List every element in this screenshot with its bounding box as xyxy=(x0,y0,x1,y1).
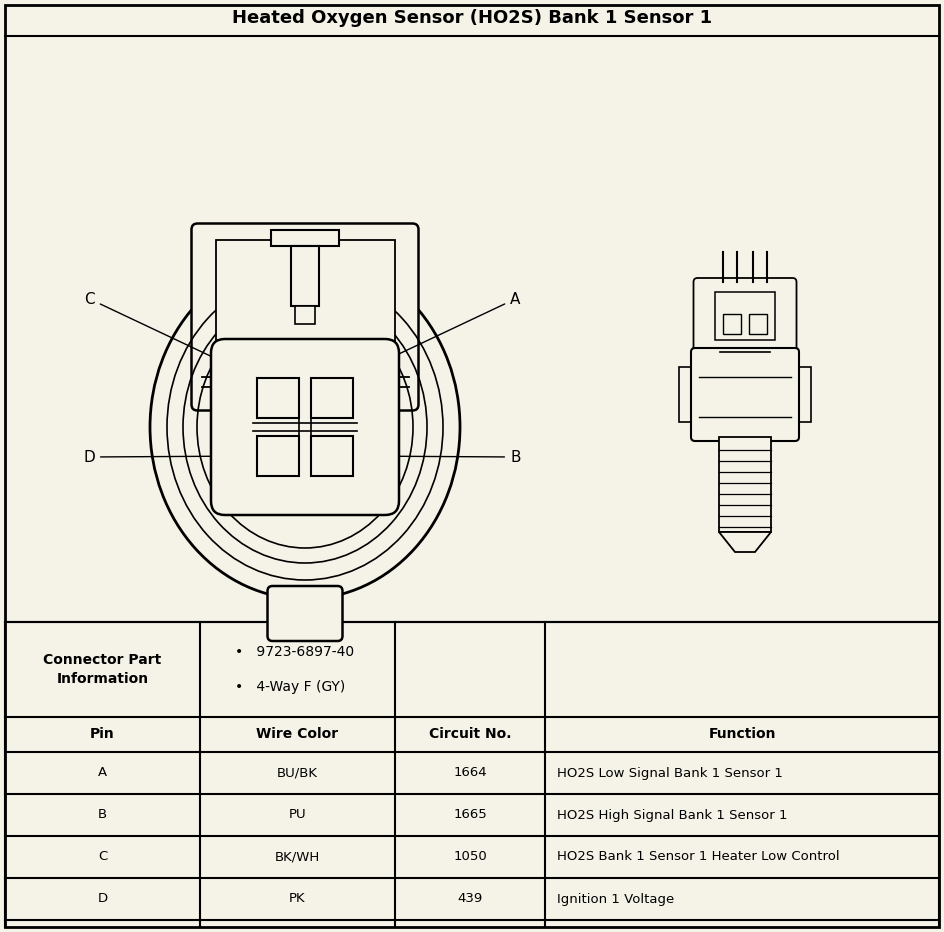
Text: 1665: 1665 xyxy=(453,808,487,821)
Bar xyxy=(715,292,775,340)
Text: BK/WH: BK/WH xyxy=(275,851,320,864)
Polygon shape xyxy=(719,532,771,552)
Text: BU/BK: BU/BK xyxy=(277,766,318,779)
Ellipse shape xyxy=(150,255,460,599)
Text: 1050: 1050 xyxy=(453,851,487,864)
Text: HO2S High Signal Bank 1 Sensor 1: HO2S High Signal Bank 1 Sensor 1 xyxy=(557,808,787,821)
Bar xyxy=(723,314,741,334)
Text: PU: PU xyxy=(289,808,306,821)
Bar xyxy=(257,378,299,418)
Bar xyxy=(215,240,395,369)
Text: •   4-Way F (GY): • 4-Way F (GY) xyxy=(235,680,346,694)
FancyBboxPatch shape xyxy=(691,348,799,441)
Text: Ignition 1 Voltage: Ignition 1 Voltage xyxy=(557,893,674,906)
Bar xyxy=(311,436,353,476)
FancyBboxPatch shape xyxy=(694,278,797,356)
Bar xyxy=(271,229,339,245)
Text: Heated Oxygen Sensor (HO2S) Bank 1 Sensor 1: Heated Oxygen Sensor (HO2S) Bank 1 Senso… xyxy=(232,9,712,27)
Text: PK: PK xyxy=(289,893,306,906)
Bar xyxy=(295,306,315,323)
Bar xyxy=(296,372,314,482)
Bar xyxy=(197,270,413,400)
Text: B: B xyxy=(356,449,520,464)
Text: •   9723-6897-40: • 9723-6897-40 xyxy=(235,645,354,659)
Text: 1664: 1664 xyxy=(453,766,487,779)
Bar xyxy=(749,314,767,334)
Bar xyxy=(257,436,299,476)
Bar xyxy=(795,367,811,422)
Text: Pin: Pin xyxy=(90,728,115,742)
FancyBboxPatch shape xyxy=(267,586,343,641)
Text: D: D xyxy=(83,449,254,464)
Bar xyxy=(679,367,695,422)
Text: 439: 439 xyxy=(458,893,482,906)
FancyBboxPatch shape xyxy=(211,339,399,515)
Text: C: C xyxy=(84,292,255,377)
Bar xyxy=(291,245,319,306)
Text: HO2S Bank 1 Sensor 1 Heater Low Control: HO2S Bank 1 Sensor 1 Heater Low Control xyxy=(557,851,839,864)
Text: Circuit No.: Circuit No. xyxy=(429,728,512,742)
Bar xyxy=(251,415,359,431)
Text: B: B xyxy=(98,808,107,821)
FancyBboxPatch shape xyxy=(192,224,418,410)
Text: Function: Function xyxy=(708,728,776,742)
Bar xyxy=(311,378,353,418)
Bar xyxy=(719,437,771,532)
Text: D: D xyxy=(97,893,108,906)
Text: HO2S Low Signal Bank 1 Sensor 1: HO2S Low Signal Bank 1 Sensor 1 xyxy=(557,766,783,779)
Text: A: A xyxy=(98,766,107,779)
Text: A: A xyxy=(350,292,520,377)
Text: Connector Part
Information: Connector Part Information xyxy=(43,653,161,686)
Text: Wire Color: Wire Color xyxy=(257,728,339,742)
Text: C: C xyxy=(98,851,107,864)
